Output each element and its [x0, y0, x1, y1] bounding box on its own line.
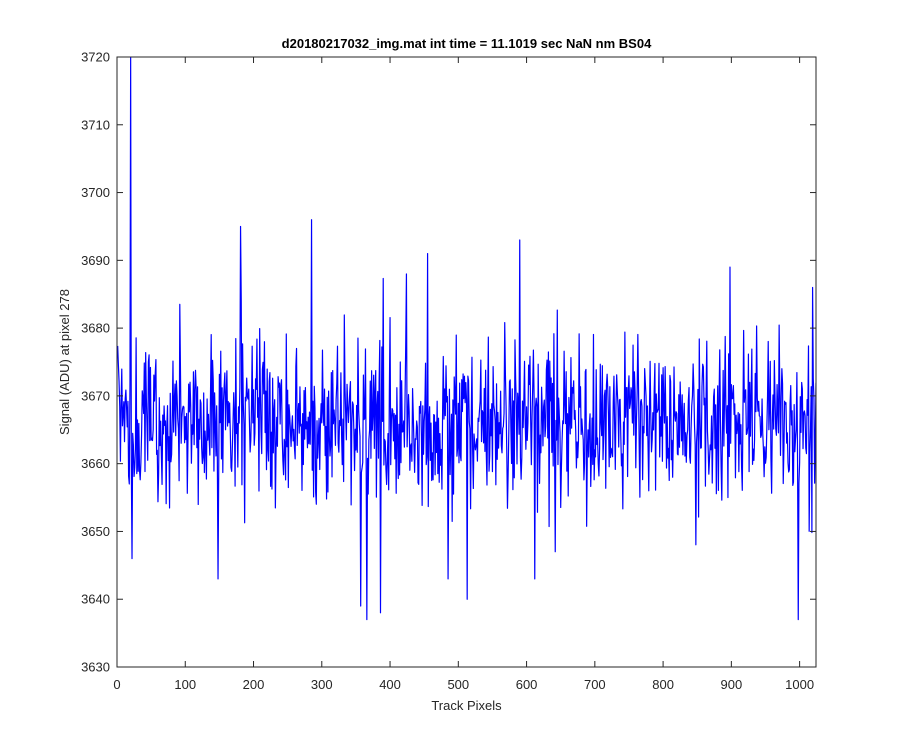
x-axis-label: Track Pixels — [431, 698, 502, 713]
y-tick-label: 3630 — [81, 660, 110, 675]
y-axis-label: Signal (ADU) at pixel 278 — [57, 289, 72, 435]
x-tick-label: 900 — [721, 677, 743, 692]
y-tick-label: 3720 — [81, 50, 110, 65]
x-tick-label: 600 — [516, 677, 538, 692]
x-tick-label: 700 — [584, 677, 606, 692]
y-tick-label: 3670 — [81, 388, 110, 403]
y-tick-label: 3690 — [81, 253, 110, 268]
y-tick-label: 3640 — [81, 592, 110, 607]
x-tick-label: 1000 — [785, 677, 814, 692]
x-tick-label: 800 — [652, 677, 674, 692]
axes-box — [116, 56, 817, 668]
x-tick-label: 400 — [379, 677, 401, 692]
y-tick-label: 3660 — [81, 456, 110, 471]
x-tick-label: 300 — [311, 677, 333, 692]
chart-title: d20180217032_img.mat int time = 11.1019 … — [282, 36, 652, 51]
y-tick-label: 3680 — [81, 321, 110, 336]
x-tick-label: 500 — [447, 677, 469, 692]
y-tick-label: 3710 — [81, 117, 110, 132]
x-tick-label: 100 — [174, 677, 196, 692]
series-line — [117, 57, 816, 621]
y-tick-label: 3650 — [81, 524, 110, 539]
y-tick-label: 3700 — [81, 185, 110, 200]
x-tick-label: 0 — [113, 677, 120, 692]
x-tick-label: 200 — [243, 677, 265, 692]
